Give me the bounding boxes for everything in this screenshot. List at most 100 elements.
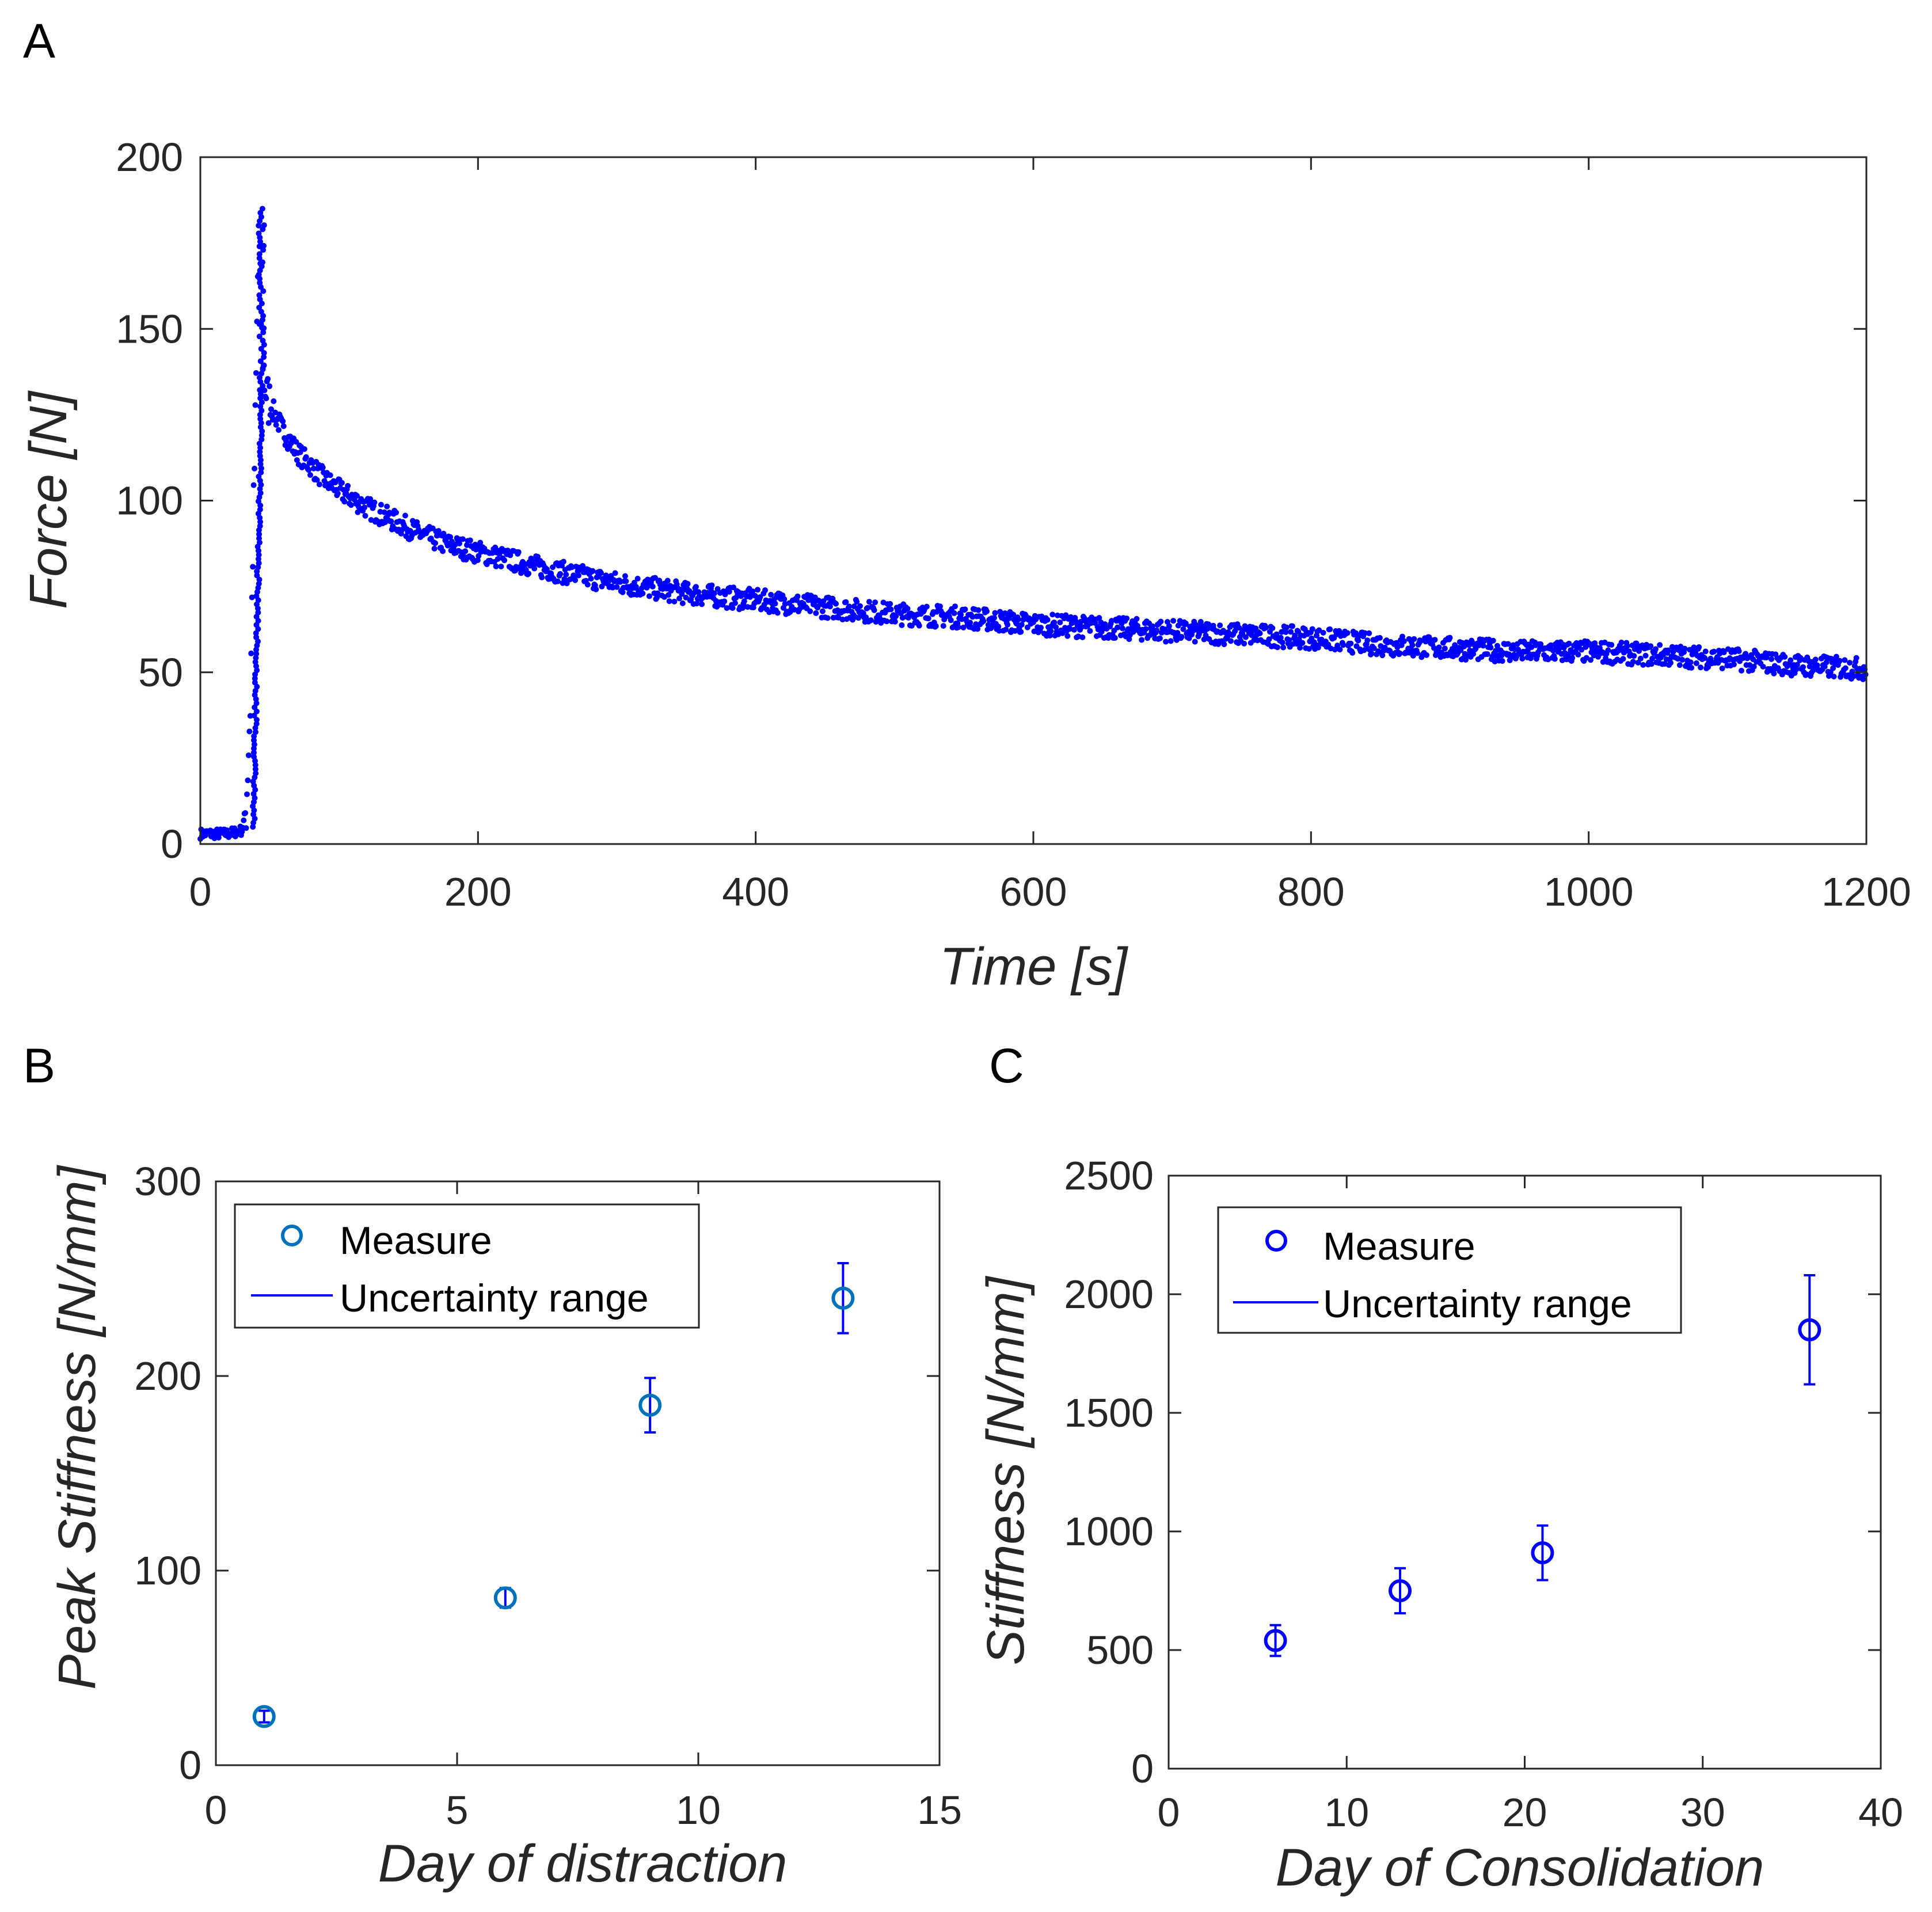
panel-a-data-point (1698, 664, 1704, 671)
panel-a-data-point (267, 383, 273, 389)
panel-a-data-point (260, 259, 266, 265)
panel-a-data-point (1631, 653, 1637, 659)
panel-a-data-point (341, 499, 348, 505)
panel-a-data-point (683, 594, 689, 600)
panel-a-data-point (474, 557, 481, 564)
panel-a-data-point (256, 552, 262, 558)
panel-a-data-point (1436, 644, 1442, 651)
panel-c-data-point (1531, 1541, 1554, 1565)
panel-a-data-point (431, 545, 438, 552)
panel-a-data-point (762, 587, 769, 594)
panel-a-data-point (1847, 660, 1853, 666)
panel-a-data-point (1018, 622, 1025, 628)
panel-a-y-axis-title: Force [N] (19, 390, 78, 609)
panel-a-data-point (1344, 630, 1351, 636)
panel-a-data-point (252, 762, 258, 768)
panel-a-data-point (1736, 648, 1742, 655)
panel-a-data-point (1192, 638, 1198, 645)
panel-a-data-point (969, 614, 976, 620)
panel-b-x-tick-label: 5 (446, 1788, 469, 1833)
panel-a-x-tick-label: 600 (1000, 869, 1067, 914)
panel-a-data-point (1371, 645, 1377, 652)
panel-b-data-point (252, 1705, 276, 1728)
panel-a-data-point (1340, 642, 1347, 648)
panel-a-data-point (1833, 653, 1839, 660)
panel-a-x-tick-label: 1000 (1544, 869, 1634, 914)
panel-c-y-tick-label: 0 (1131, 1746, 1154, 1791)
panel-a-data-point (271, 398, 277, 404)
panel-b-x-tick-label: 0 (205, 1788, 227, 1833)
panel-b-x-tick-label: 15 (917, 1788, 962, 1833)
panel-a-data-point (1154, 627, 1160, 633)
panel-a-data-point (467, 537, 473, 543)
panel-c-y-tick-label: 1000 (1064, 1509, 1154, 1554)
panel-a-data-point (432, 540, 439, 546)
panel-a-data-point (575, 572, 581, 579)
panel-a-data-point (1005, 622, 1011, 628)
panel-a-data-point (1047, 632, 1053, 638)
panel-a-data-point (261, 350, 267, 356)
panel-c-y-tick-label: 500 (1086, 1628, 1154, 1672)
panel-a-data-point (245, 752, 252, 758)
panel-a-data-point (280, 423, 287, 429)
panel-a-data-point (256, 333, 263, 340)
panel-a-chart: 0 200 400 600 800 1000 1200 0 50 100 150 200 Time [… (19, 135, 1911, 996)
panel-a-data-point (741, 598, 747, 605)
panel-a-data-point (1652, 646, 1659, 652)
panel-a-data-point (1769, 656, 1775, 662)
panel-a-data-point (515, 549, 522, 555)
panel-a-x-axis-title: Time [s] (940, 937, 1129, 996)
panel-a-data-point (1096, 615, 1102, 621)
panel-a-data-point (531, 565, 538, 572)
panel-a-data-point (1462, 656, 1469, 663)
panel-a-data-point (983, 608, 990, 614)
panel-a-data-point (550, 564, 556, 571)
panel-a-data-point (694, 600, 700, 607)
panel-a-data-point (310, 465, 317, 472)
panel-a-data-point (590, 568, 596, 574)
panel-a-data-point (813, 610, 819, 616)
panel-c-legend-box (1217, 1206, 1682, 1334)
panel-a-data-point (507, 552, 514, 558)
panel-a-data-point (1484, 651, 1490, 657)
panel-a-data-point (1337, 647, 1343, 653)
panel-a-data-point (887, 600, 893, 607)
panel-a-data-point (1719, 665, 1725, 671)
panel-b-legend-box (234, 1203, 700, 1329)
panel-a-data-point (1283, 624, 1290, 630)
panel-a-data-point (402, 512, 408, 519)
panel-a-data-point (1139, 637, 1145, 643)
panel-b-y-tick-label: 200 (134, 1354, 201, 1398)
panel-a-data-point (493, 563, 499, 569)
panel-a-data-point (1519, 655, 1526, 662)
panel-a-data-point (348, 502, 354, 508)
panel-c-data-points (1264, 1274, 1821, 1658)
panel-a-data-point (975, 607, 982, 613)
panel-a-data-point (794, 593, 801, 599)
panel-b-y-tick-label: 300 (134, 1159, 201, 1204)
panel-a-data-point (393, 510, 400, 516)
panel-a-data-point (257, 416, 264, 422)
panel-a-data-point (711, 590, 717, 596)
panel-a-data-point (958, 611, 964, 618)
panel-a-data-point (1588, 657, 1594, 663)
panel-a-data-point (367, 496, 374, 502)
panel-a-data-point (580, 562, 586, 569)
panel-a-data-point (1051, 619, 1058, 626)
panel-a-data-point (250, 750, 257, 756)
panel-c-x-tick-label: 30 (1680, 1790, 1725, 1835)
panel-a-data-point (892, 618, 898, 625)
panel-a-data-point (301, 446, 307, 453)
panel-a-data-point (339, 480, 345, 486)
panel-a-data-point (1642, 652, 1649, 659)
panel-a-data-point (554, 578, 561, 584)
panel-a-data-point (440, 548, 446, 554)
panel-a-data-point (1621, 649, 1627, 656)
panel-a-data-point (1064, 633, 1071, 639)
panel-a-data-point (1702, 655, 1708, 662)
panel-a-data-point (563, 571, 569, 577)
panel-a-data-point (1794, 662, 1800, 668)
panel-a-data-point (252, 675, 258, 682)
panel-a-x-tick-label: 800 (1277, 869, 1345, 914)
panel-a-data-point (535, 553, 541, 560)
